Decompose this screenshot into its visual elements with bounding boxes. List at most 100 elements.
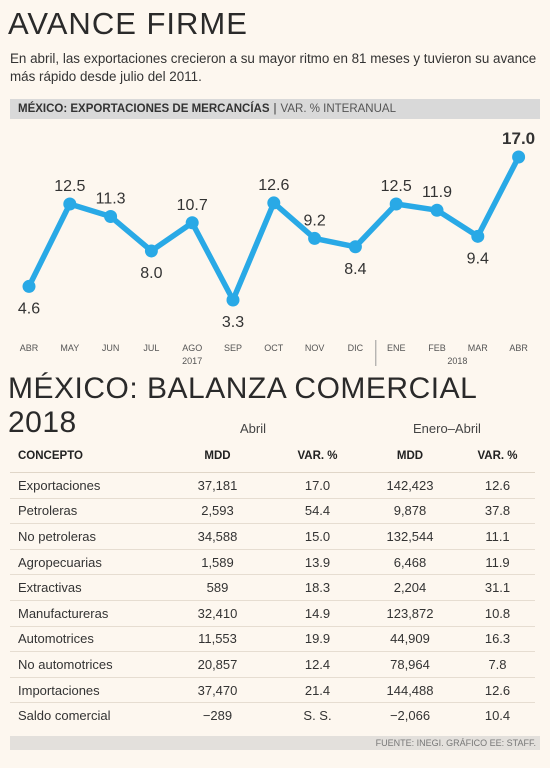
trade-balance-table: CONCEPTO MDD VAR. % MDD VAR. % Exportaci… [10,440,535,728]
page-title: AVANCE FIRME [8,6,248,41]
row-value: 12.6 [460,472,535,499]
data-label: 9.2 [303,212,325,229]
year-label-2018: 2018 [447,356,467,366]
header-var-april: VAR. % [297,450,338,462]
row-value: 32,410 [160,599,275,627]
row-value: 19.9 [275,625,360,652]
row-concept: Automotrices [10,625,160,652]
x-tick-label: DIC [348,343,364,353]
row-value: 20,857 [160,651,275,678]
row-value: 9,878 [360,497,460,524]
group-label-april: Abril [240,421,267,436]
exports-line-chart: 4.6 12.5 11.3 8.0 10.7 3.3 12.6 9.2 8.4 12.5 11.9 9… [18,129,535,366]
year-label-2017: 2017 [182,356,202,366]
row-value: 34,588 [160,523,275,550]
data-point [308,231,322,245]
header-mdd-april: MDD [204,450,231,462]
x-tick-label: MAR [468,343,489,353]
x-tick-label: ABR [509,343,528,353]
row-value: 31.1 [460,574,535,601]
row-concept: No petroleras [10,523,160,550]
table-row: Extractivas 589 18.3 2,204 31.1 [10,574,535,601]
chart-title: MÉXICO: EXPORTACIONES DE MERCANCÍAS [18,103,270,115]
data-label: 9.4 [467,250,489,267]
data-label: 12.5 [381,178,412,195]
row-concept: Petroleras [10,497,160,524]
row-value: 11,553 [160,625,275,652]
row-concept: Extractivas [10,574,160,601]
table-row: No petroleras 34,588 15.0 132,544 11.1 [10,523,535,550]
row-value: 132,544 [360,523,460,550]
row-value: 2,204 [360,574,460,601]
x-tick-label: FEB [428,343,446,353]
data-point [104,209,118,223]
chart-title-separator: | [273,103,277,115]
header-mdd-ytd: MDD [396,450,424,462]
data-label: 17.0 [502,129,535,148]
row-value: 37.8 [460,497,535,524]
header-var-ytd: VAR. % [477,450,518,462]
row-value: 123,872 [360,599,460,627]
row-value: 6,468 [360,548,460,575]
row-value: 144,488 [360,676,460,703]
x-tick-label: ENE [387,343,406,353]
data-label: 11.9 [422,184,452,201]
data-point [22,279,36,293]
data-label: 10.7 [177,197,208,214]
data-point [63,197,77,211]
table-row: Manufactureras 32,410 14.9 123,872 10.8 [10,599,535,627]
data-point [471,229,485,243]
row-value: 10.4 [460,702,535,728]
row-concept: No automotrices [10,651,160,678]
row-value: 21.4 [275,676,360,703]
row-value: −289 [160,702,275,728]
header-concepto: CONCEPTO [18,450,83,462]
row-concept: Agropecuarias [10,548,160,575]
x-tick-label: NOV [305,343,325,353]
table-row: Importaciones 37,470 21.4 144,488 12.6 [10,676,535,703]
row-value: 44,909 [360,625,460,652]
row-value: 7.8 [460,651,535,678]
x-tick-label: MAY [60,343,79,353]
data-label: 8.0 [140,265,162,282]
row-value: 16.3 [460,625,535,652]
row-value: 37,181 [160,472,275,499]
row-value: 589 [160,574,275,601]
data-point [185,216,199,230]
table-row: Petroleras 2,593 54.4 9,878 37.8 [10,497,535,524]
data-label: 4.6 [18,300,40,317]
x-tick-label: SEP [224,343,242,353]
table-header-row: CONCEPTO MDD VAR. % MDD VAR. % [10,440,535,473]
x-tick-label: OCT [264,343,284,353]
row-concept: Manufactureras [10,599,160,627]
data-label: 12.6 [258,177,289,194]
table-row: Saldo comercial −289 S. S. −2,066 10.4 [10,702,535,728]
table-row: Exportaciones 37,181 17.0 142,423 12.6 [10,472,535,499]
data-point [430,203,444,217]
source-note: FUENTE: INEGI. GRÁFICO EE: STAFF. [10,736,540,750]
row-value: 18.3 [275,574,360,601]
data-label: 8.4 [344,261,366,278]
chart-units: VAR. % INTERANUAL [280,103,396,115]
x-tick-label: JUL [143,343,159,353]
row-value: 13.9 [275,548,360,575]
row-value: 10.8 [460,599,535,627]
table-row: Automotrices 11,553 19.9 44,909 16.3 [10,625,535,652]
row-value: 37,470 [160,676,275,703]
row-value: 1,589 [160,548,275,575]
table-row: No automotrices 20,857 12.4 78,964 7.8 [10,651,535,678]
row-value: 14.9 [275,599,360,627]
data-point [348,240,362,254]
row-value: −2,066 [360,702,460,728]
row-value: 2,593 [160,497,275,524]
data-label: 11.3 [96,190,126,207]
data-point [389,197,403,211]
row-concept: Saldo comercial [10,702,160,728]
x-tick-label: ABR [20,343,39,353]
row-value: S. S. [275,702,360,728]
x-tick-label: JUN [102,343,120,353]
row-value: 12.6 [460,676,535,703]
row-value: 11.9 [460,548,535,575]
data-label: 3.3 [222,314,244,331]
page-subtitle: En abril, las exportaciones crecieron a … [10,51,537,84]
